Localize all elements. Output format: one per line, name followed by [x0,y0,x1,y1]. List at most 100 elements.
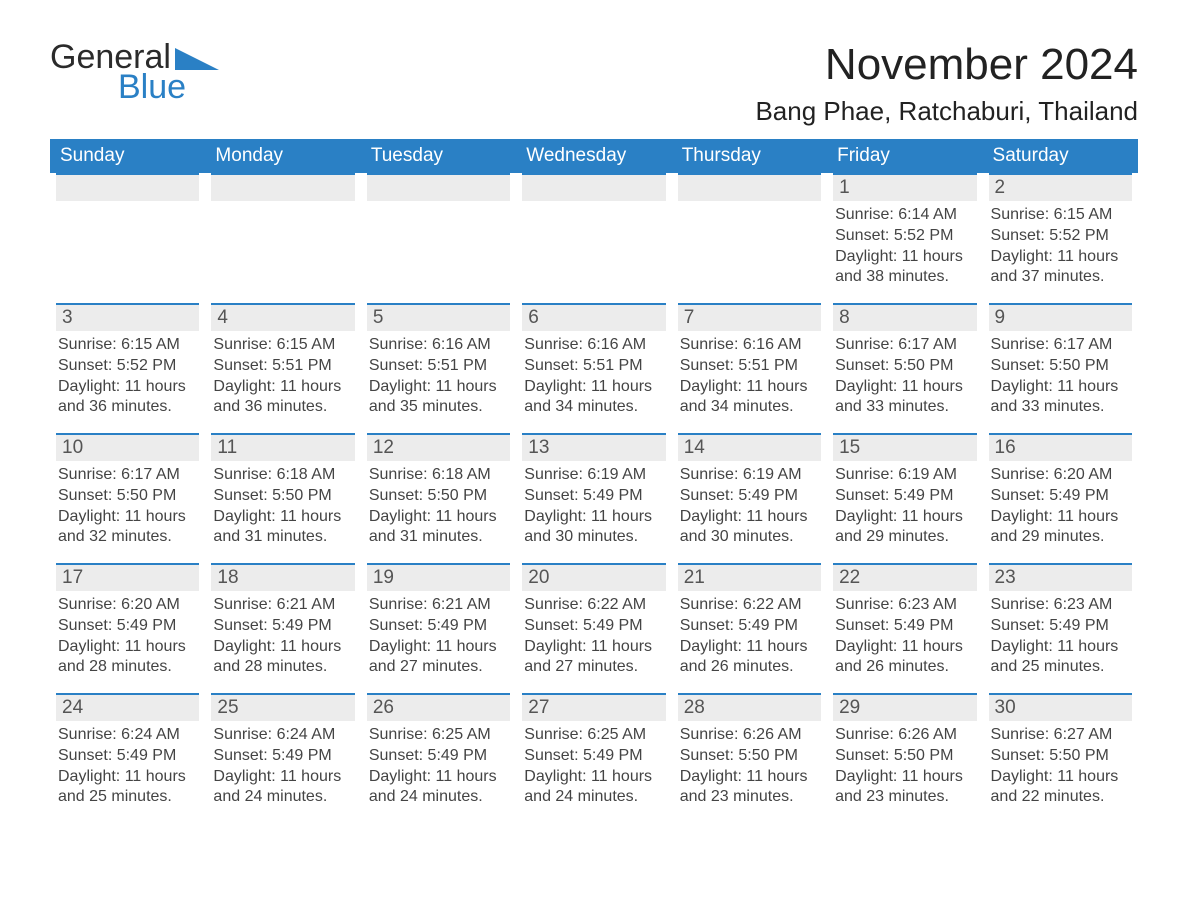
calendar-cell: 26Sunrise: 6:25 AMSunset: 5:49 PMDayligh… [361,693,516,823]
day-header: Monday [205,139,360,173]
day-details: Sunrise: 6:15 AMSunset: 5:52 PMDaylight:… [989,201,1132,288]
day-number: 1 [839,177,850,198]
daylight-line: Daylight: 11 hours and 27 minutes. [369,637,508,679]
sunset-line: Sunset: 5:49 PM [835,616,974,637]
day-details: Sunrise: 6:25 AMSunset: 5:49 PMDaylight:… [522,721,665,808]
calendar-cell: 20 Sunrise: 6:22 AMSunset: 5:49 PMDayligh… [516,563,671,693]
sunrise-line: Sunrise: 6:23 AM [835,595,974,616]
month-title: November 2024 [755,40,1138,90]
sunrise-line: Sunrise: 6:16 AM [524,335,663,356]
daylight-line: Daylight: 11 hours and 33 minutes. [991,377,1130,419]
calendar-cell: 13Sunrise: 6:19 AMSunset: 5:49 PMDayligh… [516,433,671,563]
calendar-week-row: 10 Sunrise: 6:17 AMSunset: 5:50 PMDayligh… [50,433,1138,563]
daylight-line: Daylight: 11 hours and 34 minutes. [524,377,663,419]
day-number-bar: 16 [989,433,1132,461]
sunrise-line: Sunrise: 6:18 AM [369,465,508,486]
sunset-line: Sunset: 5:51 PM [680,356,819,377]
day-details: Sunrise: 6:24 AMSunset: 5:49 PMDaylight:… [56,721,199,808]
day-number-bar: 25 [211,693,354,721]
day-number: 27 [528,697,549,718]
day-number-bar: 24 [56,693,199,721]
daylight-line: Daylight: 11 hours and 38 minutes. [835,247,974,289]
day-number-bar: 13 [522,433,665,461]
sunset-line: Sunset: 5:49 PM [213,616,352,637]
day-number: 11 [217,437,237,458]
daylight-line: Daylight: 11 hours and 35 minutes. [369,377,508,419]
sunrise-line: Sunrise: 6:23 AM [991,595,1130,616]
sunrise-line: Sunrise: 6:26 AM [835,725,974,746]
calendar-cell: 19Sunrise: 6:21 AMSunset: 5:49 PMDayligh… [361,563,516,693]
day-header: Sunday [50,139,205,173]
day-number: 14 [684,437,705,458]
day-number-bar: 5 [367,303,510,331]
calendar-cell: 10 Sunrise: 6:17 AMSunset: 5:50 PMDayligh… [50,433,205,563]
sunset-line: Sunset: 5:49 PM [991,616,1130,637]
day-number-bar: 7 [678,303,821,331]
sunset-line: Sunset: 5:50 PM [991,356,1130,377]
day-details: Sunrise: 6:16 AMSunset: 5:51 PMDaylight:… [678,331,821,418]
daylight-line: Daylight: 11 hours and 36 minutes. [213,377,352,419]
day-details: Sunrise: 6:25 AMSunset: 5:49 PMDaylight:… [367,721,510,808]
sunset-line: Sunset: 5:52 PM [835,226,974,247]
daylight-line: Daylight: 11 hours and 25 minutes. [991,637,1130,679]
day-details: Sunrise: 6:17 AMSunset: 5:50 PMDaylight:… [989,331,1132,418]
daylight-line: Daylight: 11 hours and 33 minutes. [835,377,974,419]
day-number: 13 [528,437,549,458]
calendar-cell: 18Sunrise: 6:21 AMSunset: 5:49 PMDayligh… [205,563,360,693]
day-number: 8 [839,307,850,328]
sunset-line: Sunset: 5:49 PM [213,746,352,767]
calendar-cell: 24 Sunrise: 6:24 AMSunset: 5:49 PMDayligh… [50,693,205,823]
day-number: 2 [995,177,1006,198]
day-number: 10 [62,437,83,458]
day-number-bar [678,173,821,201]
sunset-line: Sunset: 5:49 PM [680,616,819,637]
calendar-cell: 1 Sunrise: 6:14 AMSunset: 5:52 PMDaylight… [827,173,982,303]
calendar-cell: 29Sunrise: 6:26 AMSunset: 5:50 PMDayligh… [827,693,982,823]
daylight-line: Daylight: 11 hours and 23 minutes. [835,767,974,809]
sunset-line: Sunset: 5:50 PM [991,746,1130,767]
day-number: 3 [62,307,73,328]
day-details: Sunrise: 6:24 AMSunset: 5:49 PMDaylight:… [211,721,354,808]
day-number: 6 [528,307,539,328]
sunset-line: Sunset: 5:52 PM [58,356,197,377]
calendar-body: 1 Sunrise: 6:14 AMSunset: 5:52 PMDaylight… [50,173,1138,823]
day-header: Tuesday [361,139,516,173]
sunrise-line: Sunrise: 6:25 AM [369,725,508,746]
day-number: 15 [839,437,860,458]
day-details: Sunrise: 6:20 AMSunset: 5:49 PMDaylight:… [56,591,199,678]
sunrise-line: Sunrise: 6:20 AM [991,465,1130,486]
day-number: 20 [528,567,549,588]
daylight-line: Daylight: 11 hours and 37 minutes. [991,247,1130,289]
day-header: Thursday [672,139,827,173]
day-number-bar: 15 [833,433,976,461]
day-number-bar: 9 [989,303,1132,331]
sunrise-line: Sunrise: 6:19 AM [680,465,819,486]
header-row: General Blue November 2024 Bang Phae, Ra… [50,40,1138,139]
day-number: 22 [839,567,860,588]
day-details: Sunrise: 6:18 AMSunset: 5:50 PMDaylight:… [367,461,510,548]
calendar-cell: 9Sunrise: 6:17 AMSunset: 5:50 PMDaylight… [983,303,1138,433]
day-details: Sunrise: 6:15 AMSunset: 5:52 PMDaylight:… [56,331,199,418]
day-details: Sunrise: 6:21 AMSunset: 5:49 PMDaylight:… [367,591,510,678]
sunset-line: Sunset: 5:50 PM [680,746,819,767]
title-block: November 2024 Bang Phae, Ratchaburi, Tha… [755,40,1138,139]
sunset-line: Sunset: 5:51 PM [213,356,352,377]
day-header: Wednesday [516,139,671,173]
day-number-bar: 26 [367,693,510,721]
day-details: Sunrise: 6:17 AMSunset: 5:50 PMDaylight:… [56,461,199,548]
day-number-bar: 11 [211,433,354,461]
sunrise-line: Sunrise: 6:16 AM [369,335,508,356]
calendar-week-row: 3 Sunrise: 6:15 AMSunset: 5:52 PMDaylight… [50,303,1138,433]
day-details: Sunrise: 6:15 AMSunset: 5:51 PMDaylight:… [211,331,354,418]
day-number: 24 [62,697,83,718]
day-details: Sunrise: 6:14 AMSunset: 5:52 PMDaylight:… [833,201,976,288]
daylight-line: Daylight: 11 hours and 27 minutes. [524,637,663,679]
day-details: Sunrise: 6:22 AMSunset: 5:49 PMDaylight:… [522,591,665,678]
sunset-line: Sunset: 5:49 PM [58,616,197,637]
sunset-line: Sunset: 5:49 PM [58,746,197,767]
day-details: Sunrise: 6:17 AMSunset: 5:50 PMDaylight:… [833,331,976,418]
day-details: Sunrise: 6:16 AMSunset: 5:51 PMDaylight:… [522,331,665,418]
sunrise-line: Sunrise: 6:21 AM [369,595,508,616]
sunset-line: Sunset: 5:49 PM [524,486,663,507]
day-number-bar: 14 [678,433,821,461]
